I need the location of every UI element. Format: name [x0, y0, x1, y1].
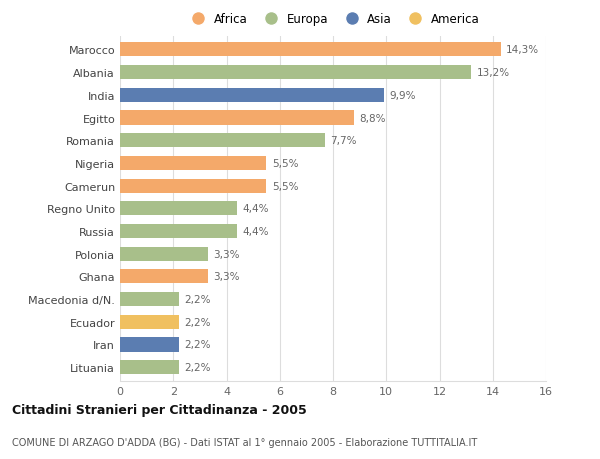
- Text: COMUNE DI ARZAGO D'ADDA (BG) - Dati ISTAT al 1° gennaio 2005 - Elaborazione TUTT: COMUNE DI ARZAGO D'ADDA (BG) - Dati ISTA…: [12, 437, 477, 447]
- Bar: [120, 224, 237, 239]
- Bar: [120, 89, 383, 103]
- Bar: [120, 202, 237, 216]
- Text: 8,8%: 8,8%: [359, 113, 386, 123]
- Text: 7,7%: 7,7%: [331, 136, 357, 146]
- Text: 5,5%: 5,5%: [272, 181, 298, 191]
- Text: 2,2%: 2,2%: [184, 340, 211, 350]
- Text: 4,4%: 4,4%: [242, 204, 269, 214]
- Bar: [120, 338, 179, 352]
- Text: 14,3%: 14,3%: [506, 45, 539, 55]
- Bar: [120, 43, 501, 57]
- Legend: Africa, Europa, Asia, America: Africa, Europa, Asia, America: [182, 8, 484, 31]
- Text: 3,3%: 3,3%: [213, 249, 239, 259]
- Text: 2,2%: 2,2%: [184, 317, 211, 327]
- Text: 13,2%: 13,2%: [477, 68, 510, 78]
- Text: 3,3%: 3,3%: [213, 272, 239, 282]
- Bar: [120, 247, 208, 261]
- Text: 2,2%: 2,2%: [184, 363, 211, 372]
- Text: 9,9%: 9,9%: [389, 90, 415, 101]
- Bar: [120, 134, 325, 148]
- Bar: [120, 270, 208, 284]
- Text: 2,2%: 2,2%: [184, 294, 211, 304]
- Text: 4,4%: 4,4%: [242, 226, 269, 236]
- Bar: [120, 360, 179, 375]
- Bar: [120, 66, 472, 80]
- Text: Cittadini Stranieri per Cittadinanza - 2005: Cittadini Stranieri per Cittadinanza - 2…: [12, 403, 307, 416]
- Bar: [120, 315, 179, 329]
- Bar: [120, 111, 354, 125]
- Text: 5,5%: 5,5%: [272, 158, 298, 168]
- Bar: [120, 157, 266, 171]
- Bar: [120, 179, 266, 193]
- Bar: [120, 292, 179, 307]
